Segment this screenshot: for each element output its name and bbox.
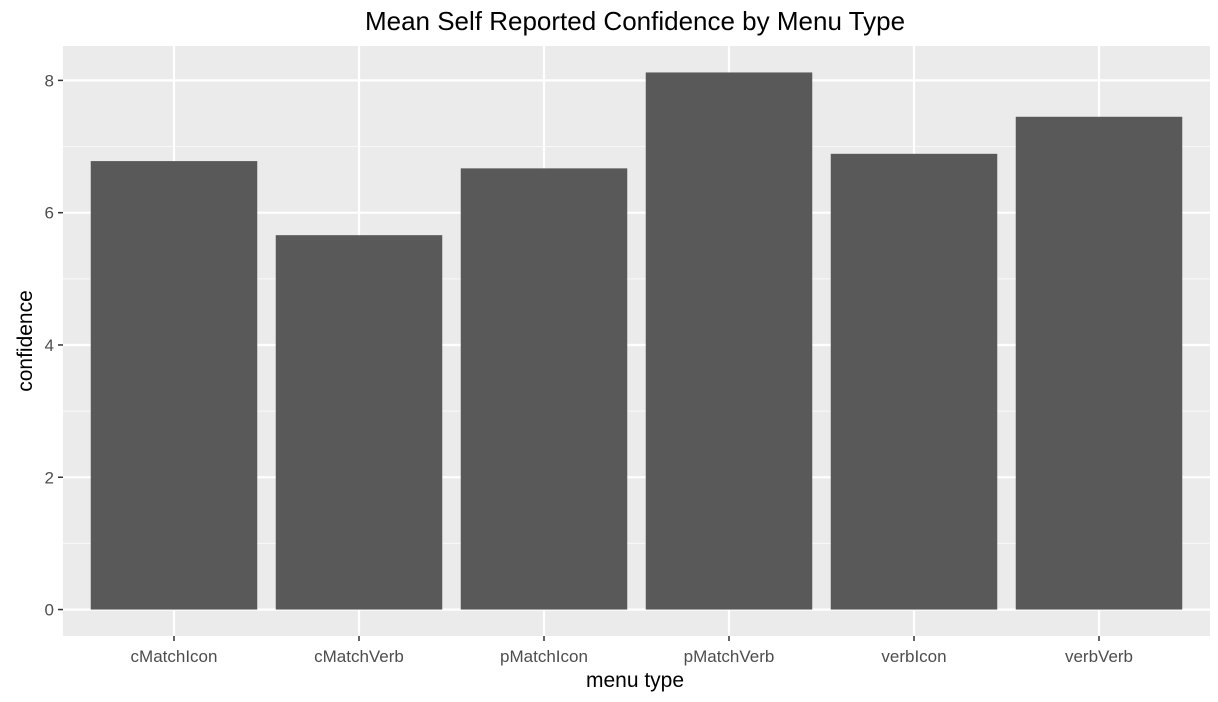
bar-pMatchIcon (460, 168, 628, 610)
y-tick-label: 2 (45, 468, 54, 487)
x-tick-label: cMatchVerb (314, 647, 404, 666)
y-tick-label: 0 (45, 601, 54, 620)
x-axis: cMatchIcon cMatchVerb pMatchIcon pMatchVerb… (131, 636, 1133, 666)
bar-cMatchVerb (275, 235, 443, 610)
bar-pMatchVerb (645, 72, 813, 610)
y-axis: 0 2 4 6 8 (45, 71, 63, 620)
chart-title: Mean Self Reported Confidence by Menu Ty… (365, 6, 905, 36)
x-tick-label: verbVerb (1065, 647, 1133, 666)
x-tick-label: pMatchVerb (684, 647, 775, 666)
x-axis-title: menu type (586, 669, 684, 692)
y-axis-title: confidence (14, 290, 37, 392)
y-tick-label: 4 (45, 336, 54, 355)
x-tick-label: cMatchIcon (131, 647, 218, 666)
bar-cMatchIcon (90, 161, 258, 610)
bar-verbVerb (1015, 116, 1183, 610)
x-tick-label: pMatchIcon (500, 647, 588, 666)
y-tick-label: 6 (45, 204, 54, 223)
bar-verbIcon (830, 153, 998, 610)
bars (90, 72, 1183, 610)
x-tick-label: verbIcon (881, 647, 946, 666)
y-tick-label: 8 (45, 71, 54, 90)
